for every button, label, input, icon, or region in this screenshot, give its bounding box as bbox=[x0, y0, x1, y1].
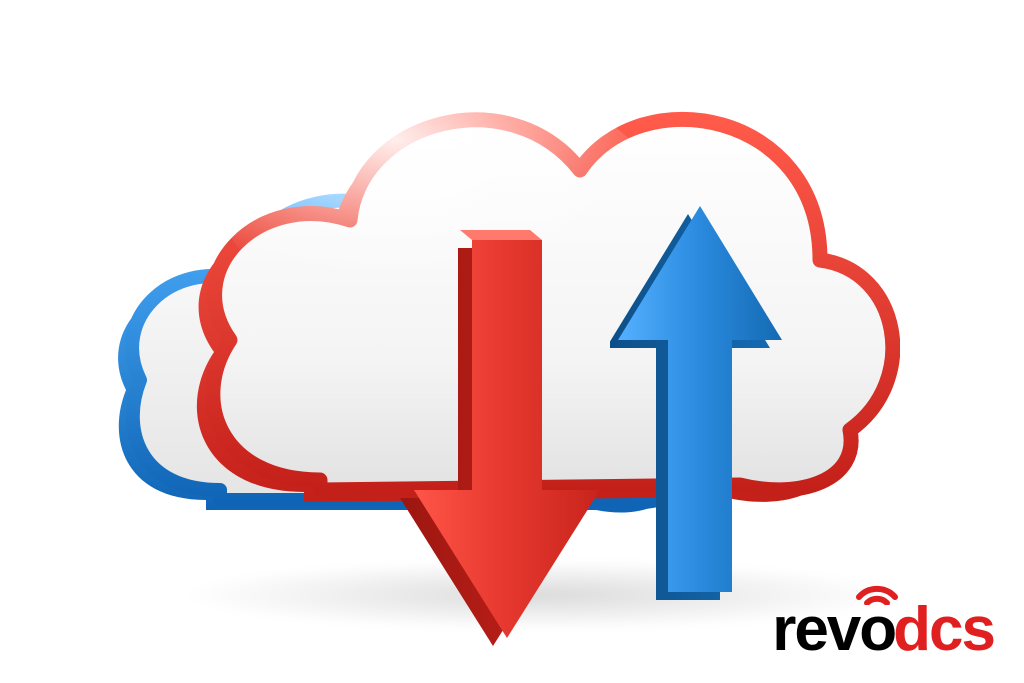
logo-o-wrap: o bbox=[859, 599, 895, 661]
arrow-down-icon bbox=[400, 230, 610, 650]
brand-logo: rev o dcs bbox=[772, 599, 994, 661]
wifi-icon bbox=[855, 575, 899, 605]
logo-part-dcs: dcs bbox=[893, 599, 994, 661]
upload-arrow bbox=[610, 200, 790, 600]
arrow-up-icon bbox=[610, 200, 790, 600]
logo-part-o: o bbox=[859, 599, 895, 661]
logo-part-rev: rev bbox=[772, 599, 859, 661]
download-arrow bbox=[400, 230, 610, 650]
illustration-stage: rev o dcs bbox=[0, 0, 1024, 683]
